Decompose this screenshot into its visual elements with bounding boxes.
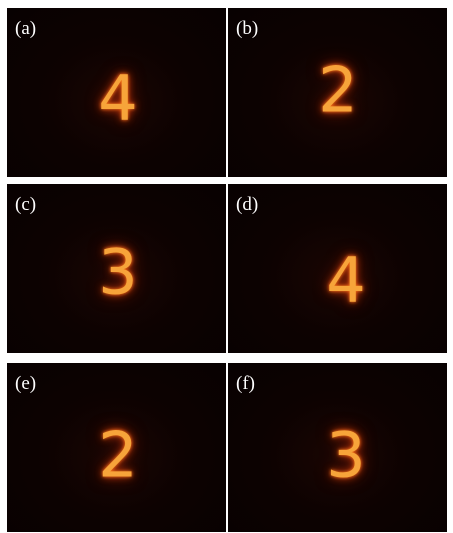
image-panel: (b) 2 xyxy=(228,8,447,177)
panel-label: (f) xyxy=(236,373,255,394)
digit-image: 4 xyxy=(98,61,138,135)
image-panel: (c) 3 xyxy=(7,184,226,353)
digit-image: 3 xyxy=(326,418,366,492)
image-panel: (d) 4 xyxy=(228,184,447,353)
panel-label: (d) xyxy=(236,194,259,215)
panel-label: (e) xyxy=(15,373,37,394)
digit-image: 2 xyxy=(318,53,358,127)
panel-label: (c) xyxy=(15,194,37,215)
digit-image: 4 xyxy=(326,243,366,317)
panel-label: (b) xyxy=(236,18,259,39)
image-panel: (f) 3 xyxy=(228,363,447,532)
image-panel: (e) 2 xyxy=(7,363,226,532)
panel-label: (a) xyxy=(15,18,37,39)
image-panel: (a) 4 xyxy=(7,8,226,177)
digit-image: 2 xyxy=(98,418,138,492)
digit-image: 3 xyxy=(98,235,138,309)
